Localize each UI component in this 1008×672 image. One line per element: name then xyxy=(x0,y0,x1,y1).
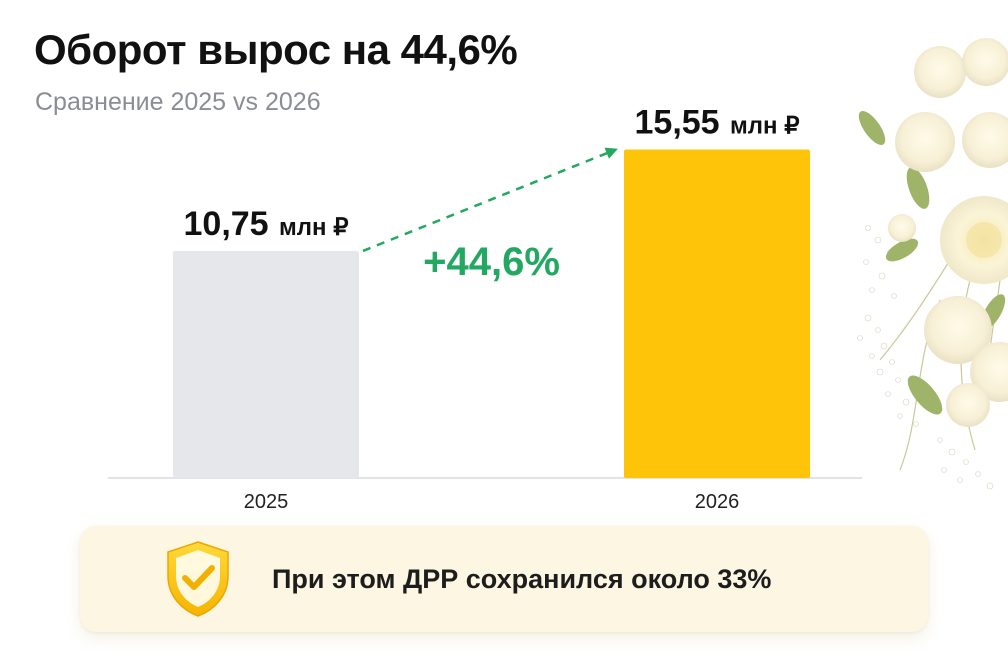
bar-2026 xyxy=(624,149,810,478)
drr-callout: При этом ДРР сохранился около 33% xyxy=(80,526,928,632)
growth-label: +44,6% xyxy=(423,240,560,284)
value-number-2025: 10,75 xyxy=(184,205,269,243)
chart-title: Оборот вырос на 44,6% xyxy=(34,26,518,73)
chart-subtitle: Сравнение 2025 vs 2026 xyxy=(35,88,321,116)
value-label-2026: 15,55 млн ₽ xyxy=(635,104,800,142)
tick-label-2026: 2026 xyxy=(695,491,740,513)
callout-text: При этом ДРР сохранился около 33% xyxy=(272,564,772,594)
value-label-2025: 10,75 млн ₽ xyxy=(184,205,349,243)
bar-2025 xyxy=(173,250,359,478)
growth-arrow xyxy=(362,147,618,253)
tick-label-2025: 2025 xyxy=(244,491,289,513)
shield-check-icon xyxy=(167,541,229,617)
value-unit-2025: млн ₽ xyxy=(279,214,348,241)
flower-bouquet-image xyxy=(857,38,1008,490)
value-unit-2026: млн ₽ xyxy=(730,113,799,140)
value-number-2026: 15,55 xyxy=(635,104,720,142)
